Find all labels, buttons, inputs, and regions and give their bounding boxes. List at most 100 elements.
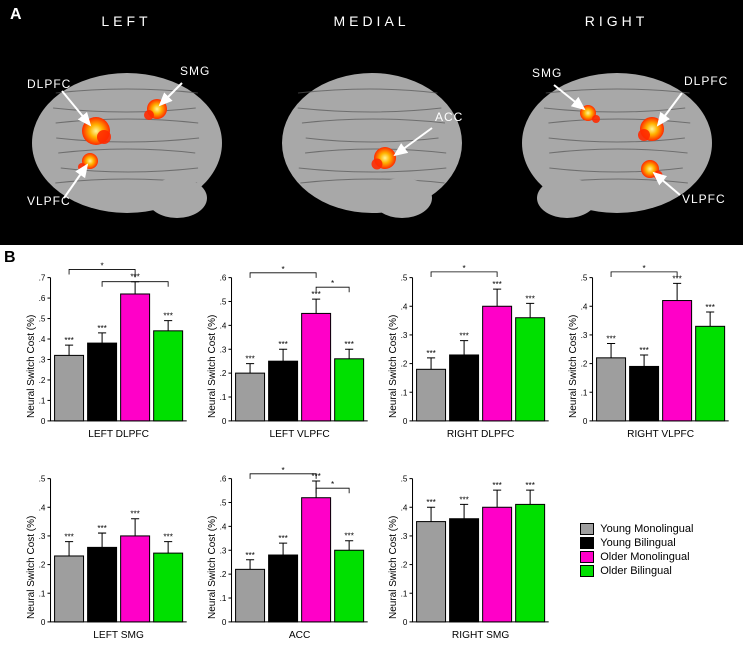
bar-older-bilingual [515,504,544,621]
bar-young-bilingual [88,343,117,421]
svg-text:***: *** [525,294,535,303]
svg-text:.2: .2 [400,560,407,569]
bar-young-monolingual [235,373,264,421]
bar-young-bilingual [88,547,117,622]
chart-title: RIGHT SMG [451,630,508,641]
legend-item: Young Bilingual [580,537,733,549]
bar-young-monolingual [235,569,264,622]
svg-text:.3: .3 [219,546,226,555]
svg-text:0: 0 [402,617,407,626]
bar-young-monolingual [416,521,445,621]
brain-title: MEDIAL [257,13,487,33]
svg-text:0: 0 [583,417,588,426]
bar-young-bilingual [630,366,659,420]
chart-acc: Neural Switch Cost (%)0.1.2.3.4.5.6*****… [199,452,372,649]
svg-text:.3: .3 [39,356,46,365]
svg-text:***: *** [278,534,288,543]
svg-text:0: 0 [222,417,227,426]
brain-views: LEFTDLPFCVLPFCSMGMEDIALACCRIGHTSMGDLPFCV… [4,13,739,233]
legend-item: Older Monolingual [580,551,733,563]
region-label-dlpfc: DLPFC [684,74,728,88]
bar-older-bilingual [696,326,725,421]
svg-text:.7: .7 [39,274,46,283]
svg-text:.5: .5 [219,298,226,307]
charts-grid: Neural Switch Cost (%) 0 .1 .2 .3 .4 .5 .6 .7 ***… [18,251,733,648]
panel-b: B Neural Switch Cost (%)0.1.2.3.4.5.6.7*… [0,245,743,650]
svg-text:.4: .4 [219,321,226,330]
bar-young-monolingual [597,358,626,421]
svg-text:.4: .4 [219,522,226,531]
svg-text:.3: .3 [39,531,46,540]
svg-text:.6: .6 [39,294,46,303]
bar-young-bilingual [449,518,478,621]
svg-text:.4: .4 [581,302,588,311]
svg-text:.1: .1 [581,388,588,397]
bar-young-bilingual [268,555,297,622]
svg-text:***: *** [525,481,535,490]
svg-text:***: *** [311,290,321,299]
svg-text:***: *** [344,340,354,349]
svg-text:.5: .5 [39,474,46,483]
chart-title: LEFT SMG [93,630,144,641]
bar-older-monolingual [482,306,511,421]
svg-text:***: *** [607,334,617,343]
svg-text:.2: .2 [581,360,588,369]
svg-text:***: *** [245,550,255,559]
svg-text:***: *** [245,355,255,364]
brain-view-medial: MEDIAL ACC [257,13,487,233]
svg-text:0: 0 [41,417,46,426]
bar-young-monolingual [55,355,84,420]
svg-text:.5: .5 [581,274,588,283]
chart-right-dlpfc: Neural Switch Cost (%)0.1.2.3.4.5*******… [380,251,553,448]
region-label-dlpfc: DLPFC [27,77,71,91]
svg-text:***: *** [64,336,74,345]
svg-text:***: *** [344,531,354,540]
svg-text:***: *** [163,312,173,321]
svg-text:0: 0 [402,417,407,426]
region-label-smg: SMG [532,66,562,80]
brain-title: RIGHT [502,13,732,33]
brain-view-right: RIGHTSMGDLPFCVLPFC [502,13,732,233]
legend-label: Young Monolingual [600,523,693,535]
chart-title: ACC [289,630,310,641]
svg-text:.4: .4 [400,302,407,311]
svg-text:.3: .3 [400,531,407,540]
svg-text:.2: .2 [39,376,46,385]
legend-swatch [580,551,594,563]
svg-text:.3: .3 [581,331,588,340]
svg-text:***: *** [459,495,469,504]
y-axis-label: Neural Switch Cost (%) [26,315,37,418]
region-label-smg: SMG [180,64,210,78]
svg-text:0: 0 [41,617,46,626]
svg-text:***: *** [163,532,173,541]
y-axis-label: Neural Switch Cost (%) [26,515,37,618]
svg-text:***: *** [311,471,321,480]
legend-swatch [580,537,594,549]
region-label-acc: ACC [435,110,463,124]
svg-text:***: *** [706,303,716,312]
svg-text:.4: .4 [39,335,46,344]
chart-title: RIGHT DLPFC [446,429,514,440]
svg-text:.1: .1 [219,594,226,603]
bar-older-bilingual [334,359,363,421]
svg-text:.5: .5 [219,498,226,507]
bar-older-bilingual [515,318,544,421]
bar-older-monolingual [482,507,511,622]
svg-text:.3: .3 [400,331,407,340]
svg-text:.1: .1 [219,393,226,402]
svg-text:***: *** [97,524,107,533]
svg-text:***: *** [130,509,140,518]
svg-text:***: *** [640,346,650,355]
svg-text:***: *** [278,340,288,349]
chart-right-smg: Neural Switch Cost (%)0.1.2.3.4.5*******… [380,452,553,649]
panel-a: A LEFTDLPFCVLPFCSMGMEDIALACCRIGHTSMGDLPF… [0,0,743,245]
svg-text:.1: .1 [39,589,46,598]
svg-text:.5: .5 [39,315,46,324]
legend-label: Young Bilingual [600,537,675,549]
svg-text:.2: .2 [219,369,226,378]
svg-text:***: *** [97,324,107,333]
svg-text:***: *** [492,481,502,490]
bar-older-monolingual [121,535,150,621]
svg-text:***: *** [426,498,436,507]
bar-older-bilingual [154,331,183,421]
